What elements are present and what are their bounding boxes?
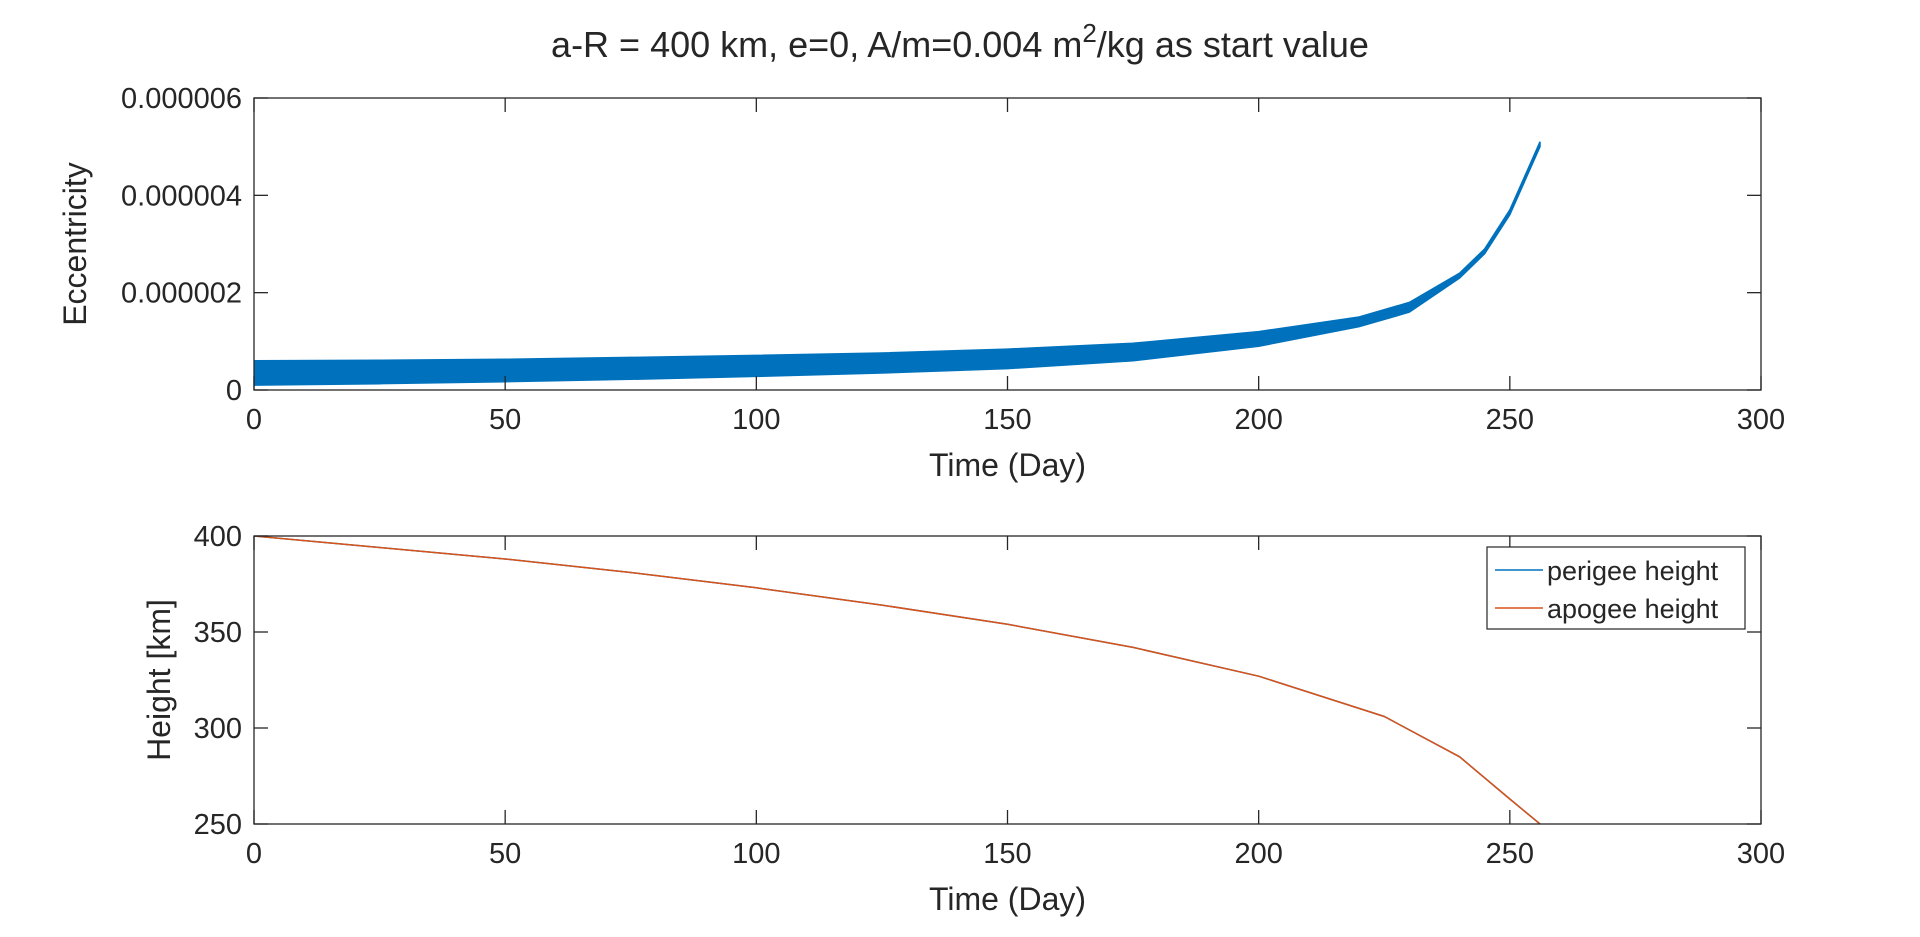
y-tick-label: 0.000006 — [121, 83, 242, 115]
x-tick-label: 200 — [1234, 838, 1282, 870]
x-tick-label: 0 — [246, 404, 262, 436]
y-tick-label: 300 — [194, 713, 242, 745]
y-tick-label: 350 — [194, 617, 242, 649]
data-layer — [254, 536, 1541, 824]
x-tick-label: 200 — [1234, 404, 1282, 436]
y-tick-label: 400 — [194, 521, 242, 553]
plot-area — [254, 98, 1761, 390]
y-axis-label: Height [km] — [141, 599, 177, 761]
x-tick-label: 0 — [246, 838, 262, 870]
figure-title: a-R = 400 km, e=0, A/m=0.004 m2/kg as st… — [551, 18, 1369, 65]
height-plot: 0 50 100 150 200 250 300 250 300 350 400 Time (Day)… — [141, 521, 1785, 917]
y-tick-label: 0 — [226, 375, 242, 407]
legend: perigee height apogee height — [1486, 546, 1746, 630]
x-tick-label: 100 — [732, 838, 780, 870]
y-tick-label: 250 — [194, 809, 242, 841]
data-layer — [254, 141, 1541, 386]
legend-box — [1486, 546, 1746, 630]
x-tick-label: 250 — [1486, 838, 1534, 870]
x-tick-label: 50 — [489, 838, 521, 870]
x-axis-label: Time (Day) — [929, 447, 1086, 483]
x-tick-label: 250 — [1486, 404, 1534, 436]
x-tick-label: 300 — [1737, 404, 1785, 436]
legend-label: perigee height — [1547, 556, 1719, 586]
x-tick-label: 100 — [732, 404, 780, 436]
x-tick-label: 300 — [1737, 838, 1785, 870]
eccentricity-plot: 0 50 100 150 200 250 300 0 0.000002 0.000004 0.000… — [57, 83, 1785, 483]
y-axis-label: Eccentricity — [57, 162, 93, 326]
x-tick-label: 150 — [983, 404, 1031, 436]
legend-label: apogee height — [1547, 594, 1719, 624]
x-axis-label: Time (Day) — [929, 881, 1086, 917]
y-tick-label: 0.000004 — [121, 180, 242, 212]
x-tick-label: 150 — [983, 838, 1031, 870]
series-line-apogee-height — [254, 536, 1541, 824]
x-tick-label: 50 — [489, 404, 521, 436]
series-band-0 — [254, 141, 1541, 386]
y-tick-label: 0.000002 — [121, 278, 242, 310]
